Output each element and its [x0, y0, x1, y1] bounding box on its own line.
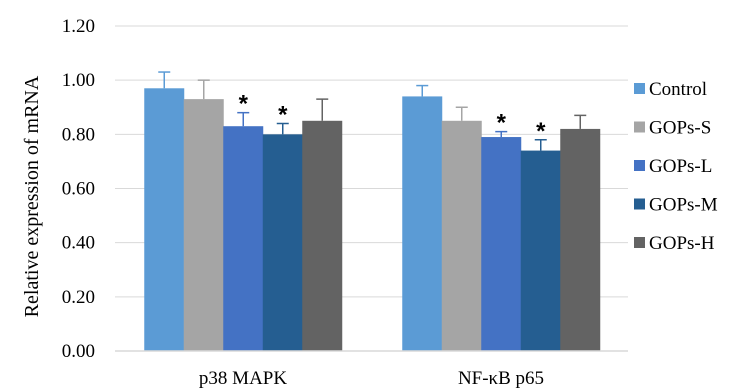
legend-label: Control — [649, 79, 707, 100]
significance-marker: * — [497, 110, 507, 137]
y-axis-ticks: 0.00 0.20 0.40 0.60 0.80 1.00 1.20 — [62, 16, 95, 362]
bar — [144, 88, 185, 352]
y-tick-label: 0.00 — [62, 341, 95, 362]
legend-swatch — [634, 83, 645, 94]
category-label: NF-κB p65 — [458, 368, 544, 389]
bar — [441, 120, 482, 352]
legend-label: GOPs-M — [649, 195, 718, 216]
legend-swatch — [634, 237, 645, 248]
y-tick-label: 0.80 — [62, 124, 95, 145]
bar — [262, 134, 303, 351]
bar — [481, 137, 522, 351]
bars — [144, 88, 601, 352]
y-tick-label: 0.20 — [62, 287, 95, 308]
category-labels: p38 MAPK NF-κB p65 — [199, 368, 544, 389]
y-tick-label: 0.40 — [62, 233, 95, 254]
significance-marker: * — [278, 102, 288, 129]
bar — [402, 96, 443, 352]
legend-swatch — [634, 160, 645, 171]
bar — [302, 120, 343, 352]
significance-marker: * — [239, 91, 249, 118]
bar — [520, 150, 561, 351]
error-bars — [158, 71, 587, 151]
y-axis-label: Relative expression of mRNA — [21, 75, 43, 317]
bar — [223, 126, 264, 351]
legend-label: GOPs-S — [649, 118, 711, 139]
y-tick-label: 1.20 — [62, 16, 95, 37]
legend-swatch — [634, 121, 645, 133]
legend-swatch — [634, 198, 645, 210]
y-tick-label: 1.00 — [62, 70, 95, 91]
bar — [183, 99, 224, 351]
category-label: p38 MAPK — [199, 368, 287, 389]
y-tick-label: 0.60 — [62, 179, 95, 200]
legend: Control GOPs-S GOPs-L GOPs-M GOPs-H — [634, 79, 718, 254]
bar — [560, 128, 601, 351]
legend-label: GOPs-H — [649, 233, 715, 254]
significance-markers: * * * * — [239, 91, 547, 145]
legend-label: GOPs-L — [649, 156, 712, 177]
significance-marker: * — [536, 118, 546, 145]
